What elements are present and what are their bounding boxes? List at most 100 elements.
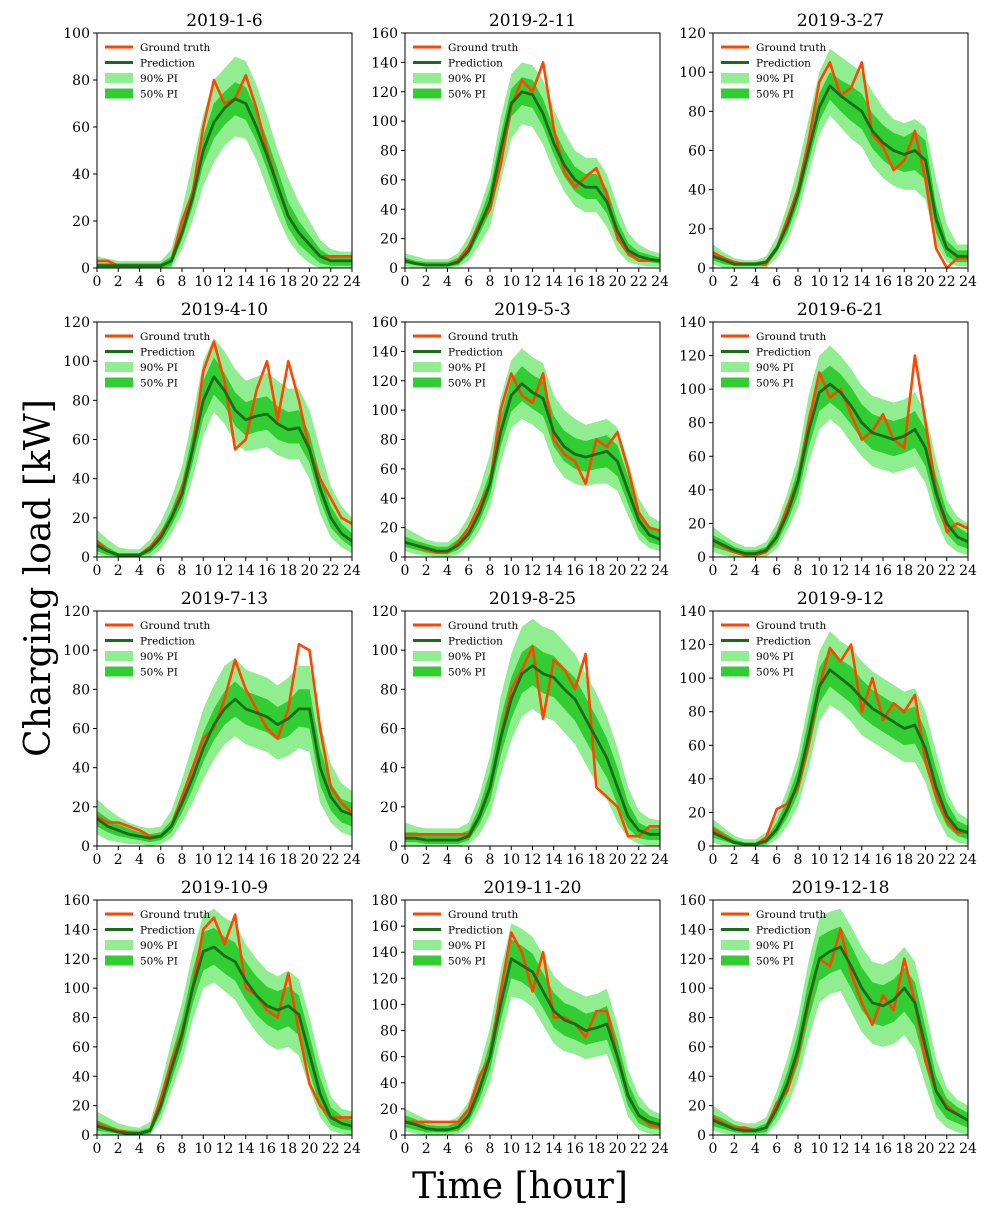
legend-swatch — [721, 651, 749, 661]
y-tick-label: 140 — [679, 315, 706, 331]
y-tick-label: 80 — [72, 1011, 90, 1027]
y-tick-label: 60 — [688, 738, 706, 754]
y-tick-label: 60 — [688, 144, 706, 160]
panel-title: 2019-10-9 — [181, 878, 268, 898]
y-tick-label: 120 — [63, 604, 90, 620]
plot-area — [713, 48, 968, 268]
legend-pi90: 90% PI — [721, 940, 794, 952]
legend-swatch — [721, 362, 749, 372]
y-tick-label: 60 — [380, 722, 398, 738]
legend-label: Prediction — [756, 925, 811, 937]
x-tick-label: 24 — [959, 274, 977, 290]
x-tick-label: 16 — [566, 852, 584, 868]
y-tick-label: 120 — [679, 952, 706, 968]
x-tick-label: 12 — [524, 852, 542, 868]
pi50-band — [713, 365, 968, 556]
legend-label: Ground truth — [140, 42, 211, 54]
y-tick-label: 140 — [679, 922, 706, 938]
legend-prediction: Prediction — [721, 347, 811, 359]
legend: Ground truth Prediction 90% PI 50% PI — [413, 909, 519, 968]
plot-area — [713, 631, 968, 846]
legend-ground-truth: Ground truth — [413, 331, 519, 343]
panel-title: 2019-12-18 — [791, 878, 889, 898]
legend-ground-truth: Ground truth — [105, 909, 211, 921]
y-tick-label: 100 — [63, 643, 90, 659]
x-tick-label: 24 — [651, 563, 669, 579]
legend: Ground truth Prediction 90% PI 50% PI — [721, 42, 827, 101]
plot-area — [97, 908, 352, 1135]
y-tick-label: 60 — [688, 449, 706, 465]
legend-label: 90% PI — [448, 73, 486, 85]
legend-ground-truth: Ground truth — [413, 620, 519, 632]
x-tick-label: 4 — [443, 852, 452, 868]
legend-swatch — [413, 955, 441, 966]
x-tick-label: 6 — [464, 274, 473, 290]
pi90-band — [97, 56, 352, 268]
plot-area — [405, 61, 660, 268]
legend-label: Ground truth — [756, 331, 827, 343]
legend-swatch — [105, 362, 133, 372]
x-tick-label: 10 — [810, 563, 828, 579]
ground-truth-line — [713, 354, 968, 557]
y-tick-label: 60 — [380, 1050, 398, 1066]
x-tick-label: 16 — [874, 1141, 892, 1157]
x-tick-label: 10 — [810, 852, 828, 868]
x-tick-label: 6 — [772, 563, 781, 579]
legend-ground-truth: Ground truth — [413, 42, 519, 54]
legend-pi50: 50% PI — [105, 955, 178, 968]
x-tick-label: 10 — [502, 563, 520, 579]
x-tick-label: 24 — [959, 1141, 977, 1157]
y-tick-label: 60 — [72, 722, 90, 738]
x-tick-label: 18 — [279, 1141, 297, 1157]
x-tick-label: 16 — [258, 852, 276, 868]
plot-area — [405, 923, 660, 1135]
legend-pi50: 50% PI — [105, 88, 178, 101]
x-tick-label: 2 — [422, 1141, 431, 1157]
x-tick-label: 6 — [772, 852, 781, 868]
x-tick-label: 2 — [730, 1141, 739, 1157]
legend: Ground truth Prediction 90% PI 50% PI — [105, 42, 211, 101]
legend-swatch — [721, 377, 749, 388]
legend: Ground truth Prediction 90% PI 50% PI — [413, 42, 519, 101]
y-tick-label: 80 — [380, 682, 398, 698]
y-tick-label: 100 — [371, 997, 398, 1013]
x-tick-label: 10 — [810, 274, 828, 290]
x-tick-label: 16 — [258, 1141, 276, 1157]
x-tick-label: 12 — [216, 1141, 234, 1157]
x-tick-label: 4 — [135, 1141, 144, 1157]
x-tick-label: 12 — [216, 274, 234, 290]
y-tick-label: 20 — [72, 511, 90, 527]
legend-pi90: 90% PI — [413, 651, 486, 663]
panel-title: 2019-11-20 — [483, 878, 581, 898]
x-tick-label: 2 — [114, 563, 123, 579]
x-tick-label: 20 — [917, 274, 935, 290]
legend-pi90: 90% PI — [105, 940, 178, 952]
legend-label: Prediction — [756, 636, 811, 648]
pi50-band — [405, 644, 660, 844]
x-tick-label: 22 — [938, 1141, 956, 1157]
x-tick-label: 22 — [630, 563, 648, 579]
legend: Ground truth Prediction 90% PI 50% PI — [413, 331, 519, 390]
x-tick-label: 14 — [853, 1141, 871, 1157]
x-tick-label: 2 — [730, 274, 739, 290]
legend-label: 90% PI — [448, 651, 486, 663]
y-tick-label: 20 — [380, 232, 398, 248]
legend-label: Ground truth — [140, 331, 211, 343]
x-tick-label: 18 — [895, 1141, 913, 1157]
pi50-band — [97, 82, 352, 268]
y-tick-label: 0 — [697, 261, 706, 277]
pi50-band — [405, 939, 660, 1133]
legend-ground-truth: Ground truth — [721, 909, 827, 921]
y-tick-label: 40 — [380, 761, 398, 777]
x-tick-label: 12 — [832, 1141, 850, 1157]
pi50-band — [97, 357, 352, 557]
legend-pi90: 90% PI — [105, 362, 178, 374]
x-tick-label: 2 — [114, 852, 123, 868]
legend-swatch — [413, 88, 441, 99]
legend-label: Prediction — [756, 58, 811, 70]
legend-label: Ground truth — [448, 909, 519, 921]
x-tick-label: 18 — [279, 563, 297, 579]
legend: Ground truth Prediction 90% PI 50% PI — [105, 331, 211, 390]
